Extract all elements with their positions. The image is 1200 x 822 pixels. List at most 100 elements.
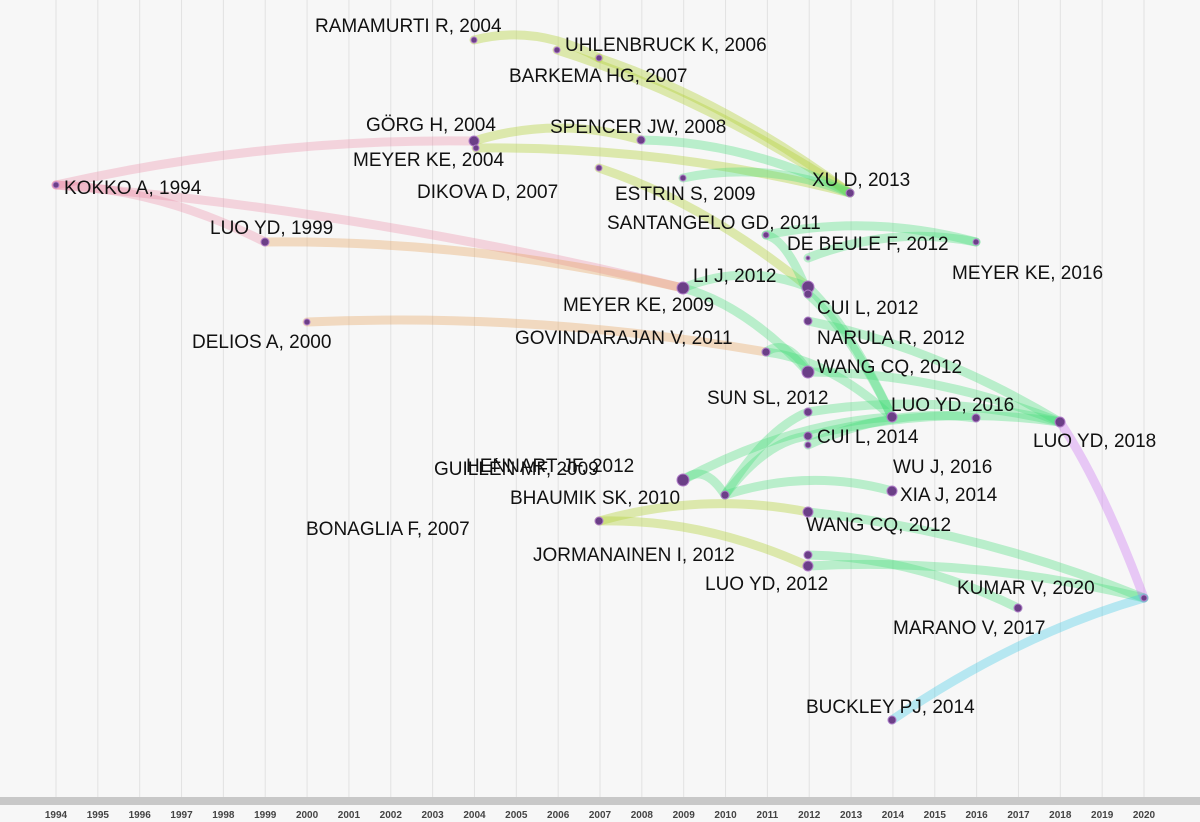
publication-node	[801, 365, 815, 379]
year-label: 1999	[254, 810, 277, 821]
citation-link	[720, 407, 813, 500]
year-label: 2014	[882, 810, 905, 821]
citation-link	[720, 475, 897, 500]
node-label: BUCKLEY PJ, 2014	[806, 697, 975, 718]
citation-link	[803, 507, 1149, 603]
node-label: CUI L, 2012	[817, 298, 918, 319]
citation-link	[803, 289, 897, 422]
publication-node	[595, 54, 603, 62]
node-label: CUI L, 2014	[817, 427, 919, 448]
publication-node	[971, 413, 981, 423]
publication-node	[594, 516, 604, 526]
node-label: WANG CQ, 2012	[806, 515, 951, 536]
citation-link	[469, 30, 604, 63]
node-label: MARANO V, 2017	[893, 618, 1045, 639]
node-label: HENNART JF, 2012	[466, 456, 634, 477]
year-label: 2005	[505, 810, 528, 821]
citation-link	[469, 123, 646, 146]
publication-node	[676, 473, 690, 487]
node-label: DIKOVA D, 2007	[417, 182, 558, 203]
node-label: LUO YD, 1999	[210, 218, 333, 239]
node-label: LI J, 2012	[693, 266, 776, 287]
publication-node	[260, 237, 270, 247]
citation-link	[887, 593, 1149, 725]
publication-node	[804, 441, 812, 449]
node-label: DE BEULE F, 2012	[787, 234, 949, 255]
year-label: 2018	[1049, 810, 1072, 821]
node-label: SPENCER JW, 2008	[550, 117, 726, 138]
year-label: 1996	[129, 810, 152, 821]
publication-node	[845, 188, 855, 198]
citation-link	[761, 347, 897, 422]
time-axis-bar	[0, 797, 1200, 805]
year-label: 2011	[757, 810, 779, 821]
node-label: BARKEMA HG, 2007	[509, 66, 687, 87]
citation-link	[594, 163, 813, 292]
citation-link	[803, 559, 1149, 603]
node-label: MEYER KE, 2009	[563, 295, 714, 316]
citation-link	[720, 431, 813, 500]
year-label: 2004	[463, 810, 486, 821]
citation-link	[678, 283, 813, 377]
citation-link	[594, 516, 813, 571]
publication-node	[595, 164, 603, 172]
node-label: ESTRIN S, 2009	[615, 184, 755, 205]
citation-link	[678, 167, 855, 198]
year-label: 1997	[170, 810, 193, 821]
year-label: 2001	[338, 810, 361, 821]
citation-link	[51, 180, 270, 247]
year-label: 1994	[45, 810, 68, 821]
node-label: GÖRG H, 2004	[366, 115, 496, 136]
node-label: GOVINDARAJAN V, 2011	[515, 328, 733, 349]
citation-link	[678, 412, 897, 485]
citation-link	[803, 550, 1023, 613]
node-label: RAMAMURTI R, 2004	[315, 16, 502, 37]
publication-node	[472, 144, 480, 152]
publication-node	[803, 316, 813, 326]
publication-node	[803, 550, 813, 560]
citation-link	[803, 411, 1065, 441]
citation-link	[302, 315, 771, 357]
publication-node	[636, 135, 646, 145]
publication-node	[1054, 416, 1066, 428]
year-label: 2002	[380, 810, 403, 821]
year-label: 1995	[87, 810, 110, 821]
publication-node	[468, 135, 480, 147]
year-label: 2017	[1007, 810, 1030, 821]
node-label: NARULA R, 2012	[817, 328, 965, 349]
year-label: 2008	[631, 810, 654, 821]
node-label: XU D, 2013	[812, 170, 910, 191]
year-label: 2016	[965, 810, 988, 821]
citation-link	[51, 136, 479, 190]
node-label: WU J, 2016	[893, 457, 992, 478]
publication-node	[720, 490, 730, 500]
citation-link	[761, 221, 981, 247]
publication-node	[972, 238, 980, 246]
citation-link	[471, 143, 855, 198]
publication-node	[886, 411, 898, 423]
citation-link	[51, 180, 688, 293]
year-label: 2006	[547, 810, 570, 821]
publication-node	[805, 255, 811, 261]
year-label: 2020	[1133, 810, 1156, 821]
publication-node	[470, 36, 478, 44]
year-label: 2010	[714, 810, 737, 821]
node-label: LUO YD, 2012	[705, 574, 828, 595]
publication-node	[1140, 594, 1148, 602]
publication-node	[676, 281, 690, 295]
node-label: SANTANGELO GD, 2011	[607, 213, 821, 234]
node-label: JORMANAINEN I, 2012	[533, 545, 735, 566]
publication-node	[803, 289, 813, 299]
citation-link	[1055, 417, 1149, 603]
year-label: 2012	[798, 810, 821, 821]
publication-node	[803, 431, 813, 441]
year-label: 2009	[673, 810, 696, 821]
citation-link	[594, 499, 813, 526]
node-label: LUO YD, 2018	[1033, 431, 1156, 452]
year-label: 2007	[589, 810, 612, 821]
year-label: 2013	[840, 810, 863, 821]
node-label: LUO YD, 2016	[891, 395, 1014, 416]
citation-link	[803, 231, 981, 263]
node-label: BONAGLIA F, 2007	[306, 519, 470, 540]
